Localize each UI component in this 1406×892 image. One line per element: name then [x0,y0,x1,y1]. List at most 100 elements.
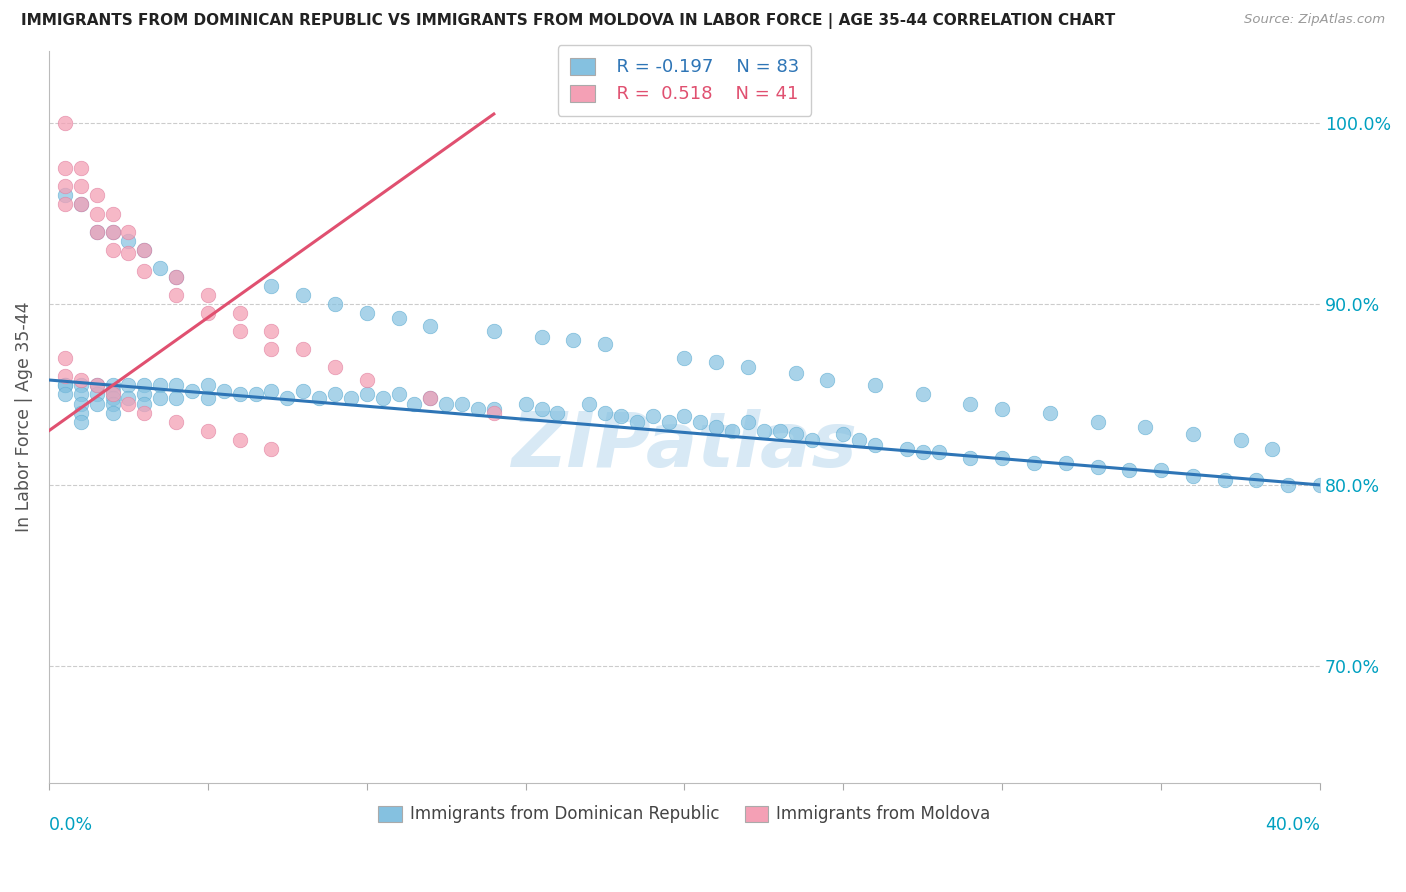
Point [593,406,616,420]
Point [626,415,648,429]
Point [419,318,441,333]
Point [800,433,823,447]
Point [1054,456,1077,470]
Point [260,384,283,398]
Point [1181,469,1204,483]
Point [53,378,76,392]
Point [53,161,76,176]
Point [578,396,600,410]
Point [848,433,870,447]
Point [1118,463,1140,477]
Point [641,409,664,424]
Text: ZIPatlas: ZIPatlas [512,409,858,483]
Y-axis label: In Labor Force | Age 35-44: In Labor Force | Age 35-44 [15,301,32,533]
Point [69,415,91,429]
Point [181,384,204,398]
Point [419,391,441,405]
Point [228,306,250,320]
Point [387,311,409,326]
Point [228,433,250,447]
Point [911,445,934,459]
Point [197,288,219,302]
Point [991,401,1014,416]
Point [86,206,108,220]
Point [53,197,76,211]
Point [896,442,918,456]
Point [86,188,108,202]
Point [863,378,886,392]
Point [197,424,219,438]
Point [197,378,219,392]
Point [292,384,315,398]
Point [593,336,616,351]
Point [323,297,346,311]
Point [228,387,250,401]
Point [721,424,744,438]
Point [101,206,124,220]
Point [134,396,156,410]
Point [101,378,124,392]
Point [53,369,76,384]
Point [86,396,108,410]
Point [134,406,156,420]
Point [817,373,839,387]
Point [69,161,91,176]
Point [1277,478,1299,492]
Point [260,343,283,357]
Point [197,306,219,320]
Point [928,445,950,459]
Point [292,288,315,302]
Point [1135,420,1157,434]
Point [117,378,139,392]
Point [387,387,409,401]
Point [482,401,505,416]
Point [404,396,426,410]
Point [165,378,187,392]
Point [53,116,76,130]
Point [228,324,250,338]
Point [1246,473,1268,487]
Point [1181,427,1204,442]
Point [482,324,505,338]
Point [1213,473,1236,487]
Point [86,225,108,239]
Text: 40.0%: 40.0% [1265,816,1320,835]
Point [991,450,1014,465]
Point [69,179,91,194]
Point [356,387,378,401]
Point [704,355,727,369]
Point [86,225,108,239]
Point [86,378,108,392]
Point [658,415,681,429]
Point [673,409,696,424]
Point [1087,415,1109,429]
Point [69,387,91,401]
Point [292,343,315,357]
Point [260,324,283,338]
Point [340,391,363,405]
Point [673,351,696,366]
Point [959,396,981,410]
Point [69,406,91,420]
Point [69,378,91,392]
Point [419,391,441,405]
Point [704,420,727,434]
Point [863,438,886,452]
Point [260,279,283,293]
Point [911,387,934,401]
Point [86,378,108,392]
Point [69,197,91,211]
Point [562,333,585,347]
Point [1150,463,1173,477]
Point [1229,433,1251,447]
Point [69,197,91,211]
Point [1309,478,1331,492]
Point [832,427,855,442]
Point [165,288,187,302]
Point [197,391,219,405]
Point [530,329,553,343]
Text: 0.0%: 0.0% [49,816,93,835]
Point [165,415,187,429]
Point [101,225,124,239]
Point [101,243,124,257]
